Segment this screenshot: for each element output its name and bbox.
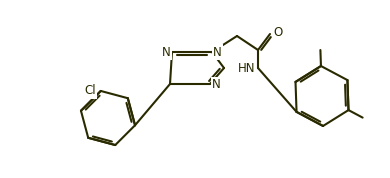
Text: O: O <box>273 27 282 40</box>
Text: N: N <box>212 78 221 91</box>
Text: N: N <box>162 46 171 59</box>
Text: N: N <box>213 46 222 59</box>
Text: HN: HN <box>238 62 255 75</box>
Text: Cl: Cl <box>84 84 96 97</box>
